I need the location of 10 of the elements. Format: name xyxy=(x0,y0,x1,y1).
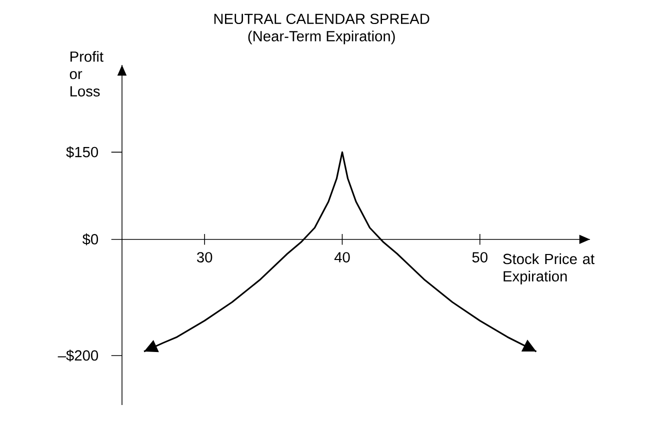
y-tick-label: $0 xyxy=(82,233,98,246)
y-tick-label: $150 xyxy=(66,146,98,158)
y-axis-title: Profit or Loss xyxy=(70,51,104,96)
x-tick-label: 40 xyxy=(334,252,350,262)
x-tick-label: 30 xyxy=(196,252,212,262)
chart-title: NEUTRAL CALENDAR SPREAD xyxy=(214,14,430,24)
x-axis-title: Stock Price at Expiration xyxy=(503,253,594,284)
chart-subtitle: (Near-Term Expiration) xyxy=(248,30,395,44)
x-tick-label: 50 xyxy=(472,252,488,262)
y-tick-label: –$200 xyxy=(58,350,98,362)
